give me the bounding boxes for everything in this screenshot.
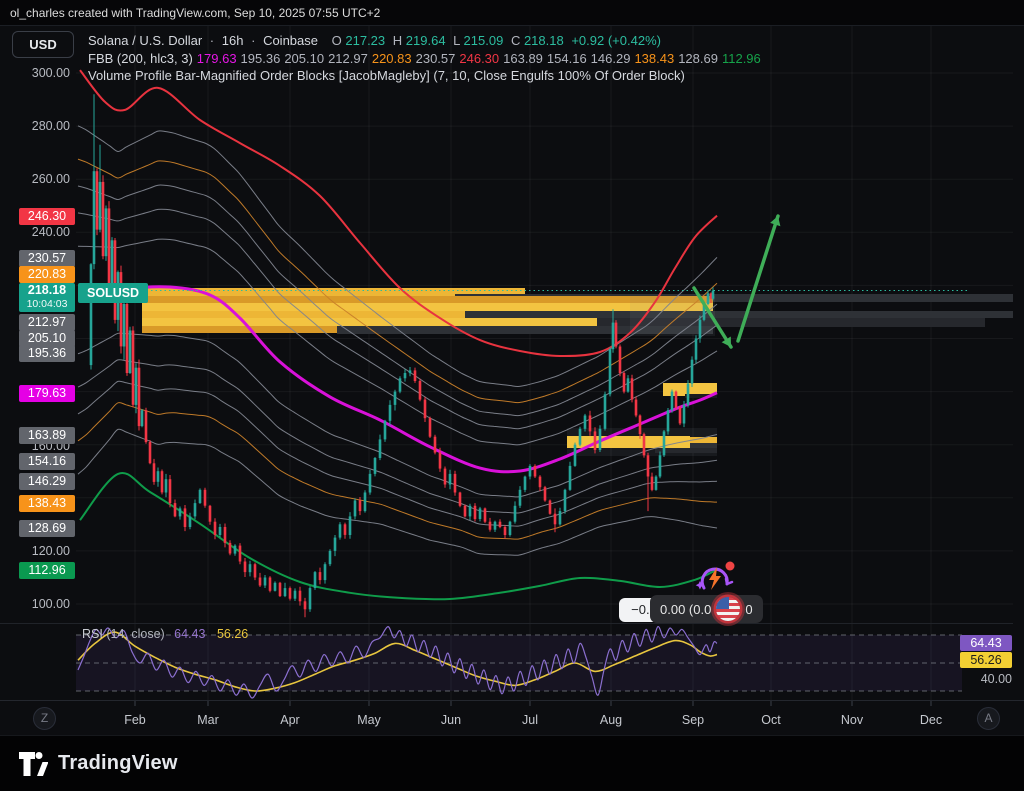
fbb-band-value: 138.43 [634, 51, 675, 66]
price-axis-badge: 128.69 [19, 519, 75, 537]
tradingview-logo-text[interactable]: TradingView [58, 752, 178, 774]
time-axis-label: Jun [440, 713, 462, 727]
fbb-legend-row[interactable]: FBB (200, hlc3, 3) 179.63 195.36 205.10 212.… [88, 51, 769, 66]
price-axis-badge: 138.43 [19, 494, 75, 512]
time-axis-label: Oct [761, 713, 781, 727]
current-price-value: 218.18 [27, 283, 67, 297]
price-axis-label: 300.00 [31, 66, 70, 80]
price-axis-badge: 220.83 [19, 265, 75, 283]
fbb-band-value: 146.29 [590, 51, 631, 66]
close-label: C [510, 33, 521, 48]
change-value: +0.92 (+0.42%) [571, 33, 661, 48]
price-axis-badge: 246.30 [19, 207, 75, 225]
logo-bar: TradingView [0, 736, 1024, 791]
rsi-axis-badge: 64.43 [960, 635, 1012, 651]
high-label: H [392, 33, 403, 48]
fbb-values: 179.63 195.36 205.10 212.97 220.83 230.57 246.… [197, 51, 765, 66]
symbol-legend-row[interactable]: Solana / U.S. Dollar · 16h · Coinbase O … [88, 33, 661, 48]
close-value: 218.18 [523, 33, 564, 48]
drawing-tooltip-change: 0.00 (0.0 0 [650, 595, 763, 623]
price-axis-badge: 112.96 [19, 561, 75, 579]
price-axis-badge: 195.36 [19, 344, 75, 362]
tradingview-logo-icon[interactable] [18, 751, 48, 777]
fbb-band-value: 154.16 [546, 51, 587, 66]
boost-reaction-icon[interactable] [694, 558, 736, 600]
fbb-indicator-name: FBB (200, hlc3, 3) [88, 51, 193, 66]
rsi-axis-badge: 56.26 [960, 652, 1012, 668]
time-axis-label: Apr [280, 713, 300, 727]
price-axis-label: 120.00 [31, 544, 70, 558]
time-axis-label: Mar [197, 713, 219, 727]
fbb-band-value: 112.96 [721, 51, 761, 66]
fbb-band-value: 163.89 [503, 51, 543, 66]
price-axis-badge: 154.16 [19, 452, 75, 470]
time-axis-label: Jul [522, 713, 538, 727]
rsi-legend-row[interactable]: RSI (14, close) 64.43 56.26 [82, 627, 248, 642]
open-label: O [331, 33, 342, 48]
time-axis-label: Aug [599, 713, 623, 727]
time-axis-label: Dec [919, 713, 943, 727]
symbol-price-line-label: SOLUSD [78, 283, 149, 303]
exchange-label: Coinbase [263, 33, 318, 48]
fbb-band-value: 195.36 [240, 51, 281, 66]
currency-toggle-button[interactable]: USD [12, 31, 74, 58]
fbb-band-value: 205.10 [284, 51, 325, 66]
time-axis-label: Sep [681, 713, 705, 727]
price-axis-badge: 212.97 [19, 313, 75, 331]
price-axis-label: 260.00 [31, 172, 70, 186]
fbb-band-value: 230.57 [415, 51, 456, 66]
rsi-ma-value: 56.26 [216, 627, 249, 641]
price-axis-badge: 146.29 [19, 472, 75, 490]
rsi-indicator-name: RSI [82, 627, 103, 641]
chart-pane[interactable] [0, 25, 1024, 735]
low-label: L [453, 33, 460, 48]
fbb-band-value: 179.63 [196, 51, 237, 66]
attribution-text: ol_charles created with TradingView.com,… [10, 6, 381, 20]
auto-fit-button[interactable]: A [977, 707, 1000, 730]
price-axis-badge: 230.57 [19, 249, 75, 267]
price-axis-label: 100.00 [31, 597, 70, 611]
price-axis-label: 240.00 [31, 225, 70, 239]
price-axis-label: 280.00 [31, 119, 70, 133]
price-axis-badge: 179.63 [19, 384, 75, 402]
low-value: 215.09 [463, 33, 504, 48]
fbb-band-value: 128.69 [678, 51, 718, 66]
current-price-badge: 218.18 10:04:03 [19, 283, 75, 312]
high-value: 219.64 [405, 33, 446, 48]
rsi-params: (14, close) [106, 627, 165, 641]
zoom-out-button[interactable]: Z [33, 707, 56, 730]
fbb-band-value: 212.97 [328, 51, 368, 66]
time-axis-label: May [357, 713, 381, 727]
price-axis-badge: 163.89 [19, 426, 75, 444]
time-axis-label: Nov [840, 713, 864, 727]
time-axis-label: Feb [124, 713, 146, 727]
us-flag-icon [716, 597, 741, 621]
volume-profile-legend-row[interactable]: Volume Profile Bar-Magnified Order Block… [88, 68, 685, 83]
fbb-band-value: 220.83 [371, 51, 412, 66]
price-axis-badge: 205.10 [19, 329, 75, 347]
bar-countdown: 10:04:03 [26, 298, 68, 310]
interval-label: 16h [221, 33, 244, 48]
rsi-value: 64.43 [174, 627, 206, 641]
rsi-axis-label-40: 40.00 [980, 672, 1012, 686]
open-value: 217.23 [345, 33, 386, 48]
fbb-band-value: 246.30 [459, 51, 500, 66]
symbol-title: Solana / U.S. Dollar [88, 33, 203, 48]
